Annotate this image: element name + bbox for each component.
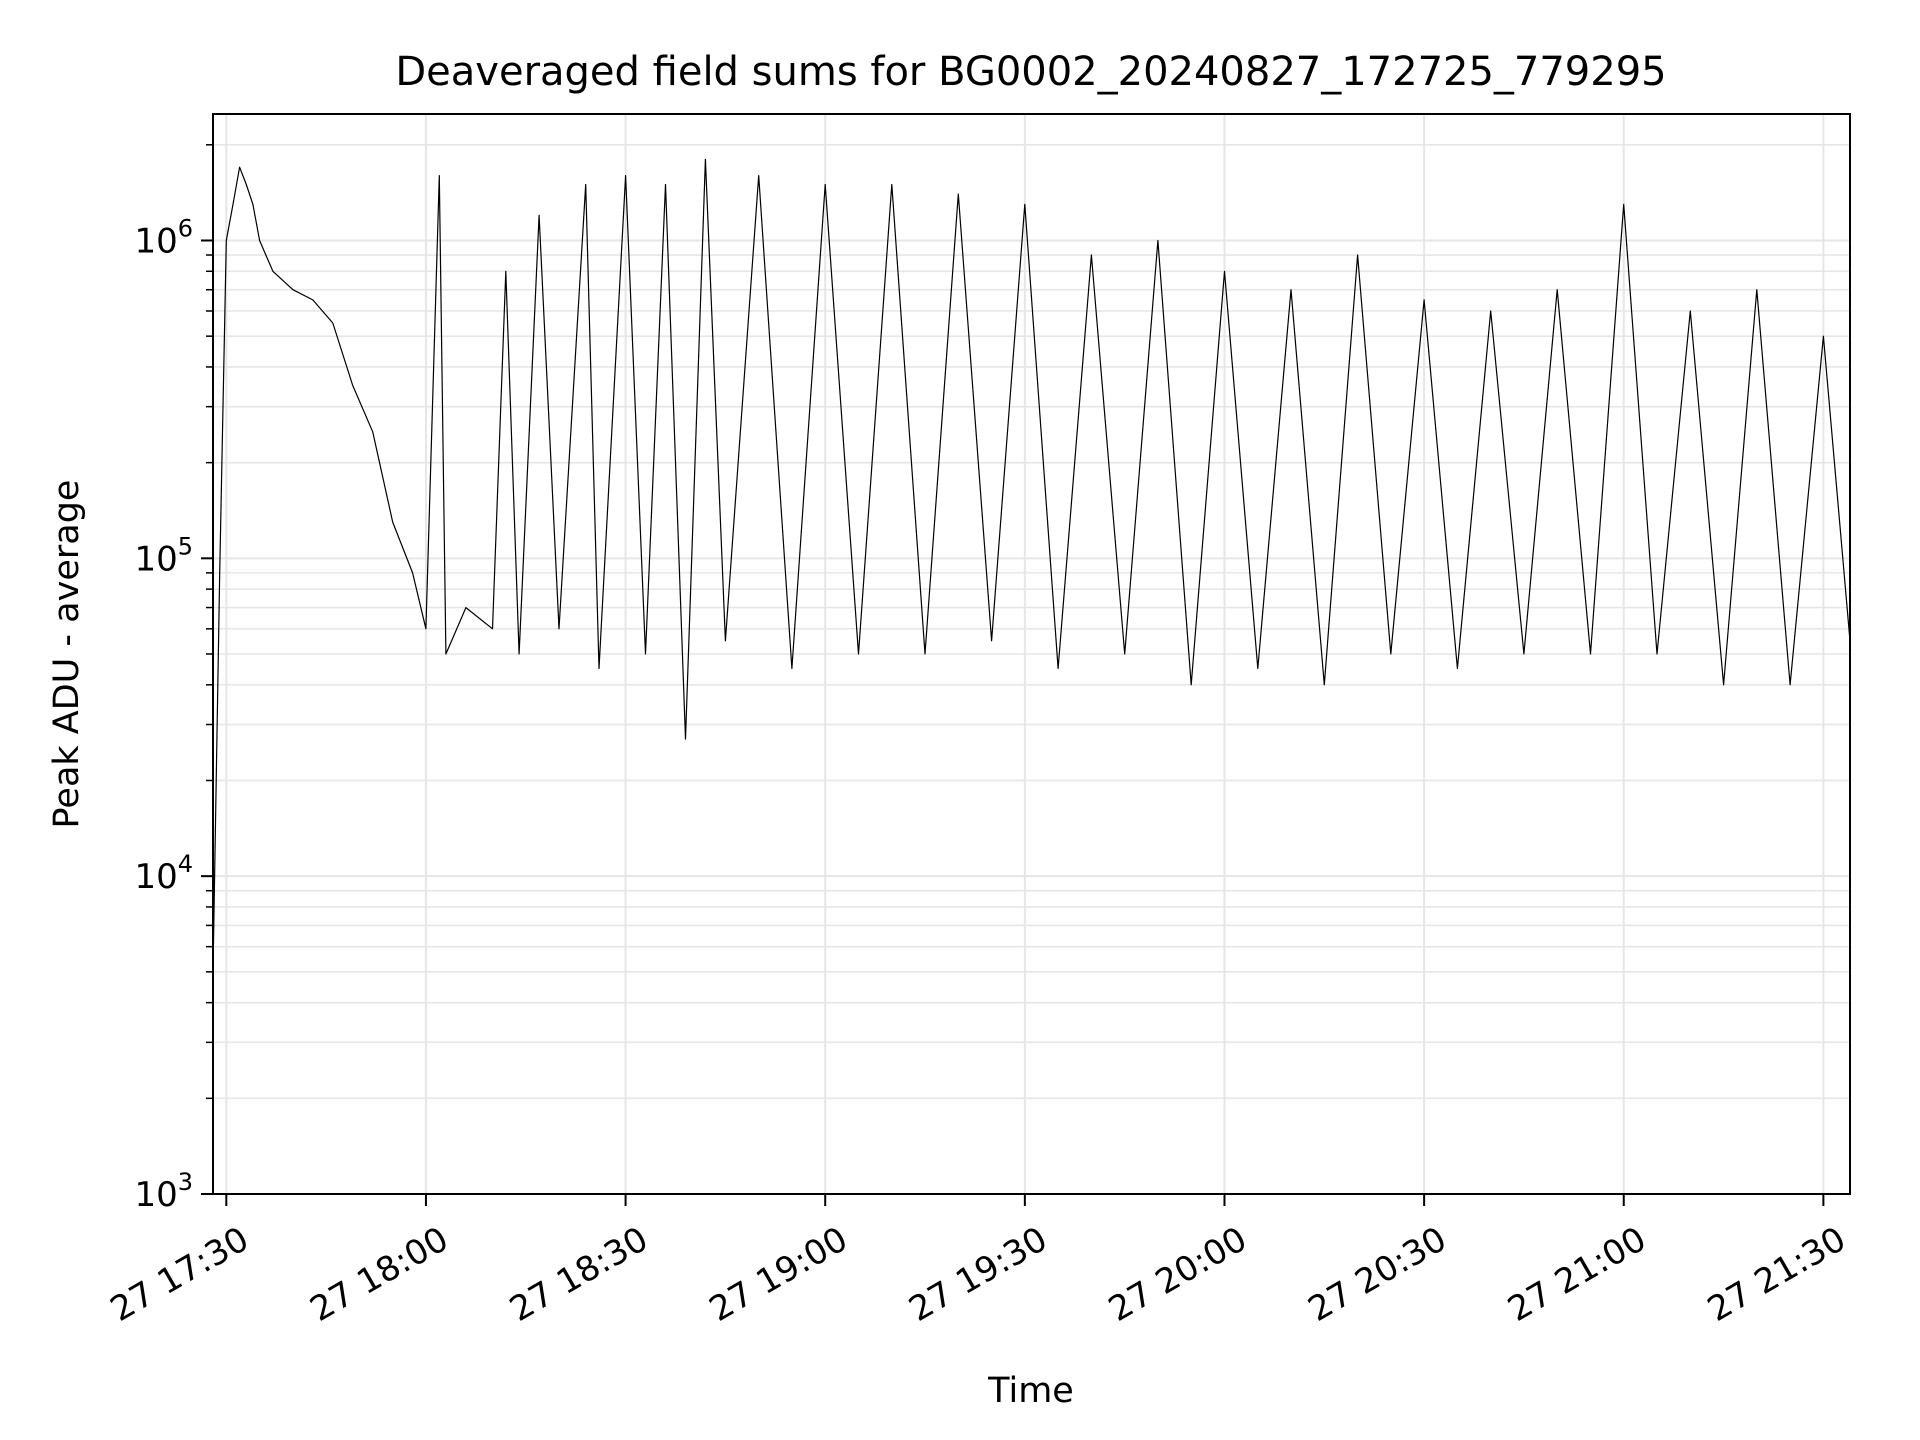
y-axis: 103 104 105 106	[134, 144, 213, 1215]
grid	[213, 114, 1850, 1195]
y-tick-label: 105	[134, 532, 193, 579]
y-tick-label: 106	[134, 214, 193, 261]
y-tick-label: 104	[134, 850, 193, 897]
series-line	[212, 158, 1851, 972]
x-axis-label: Time	[987, 1371, 1074, 1411]
chart-title: Deaveraged field sums for BG0002_2024082…	[395, 49, 1666, 95]
y-axis-label: Peak ADU - average	[47, 480, 87, 829]
y-tick-label: 103	[134, 1168, 193, 1215]
